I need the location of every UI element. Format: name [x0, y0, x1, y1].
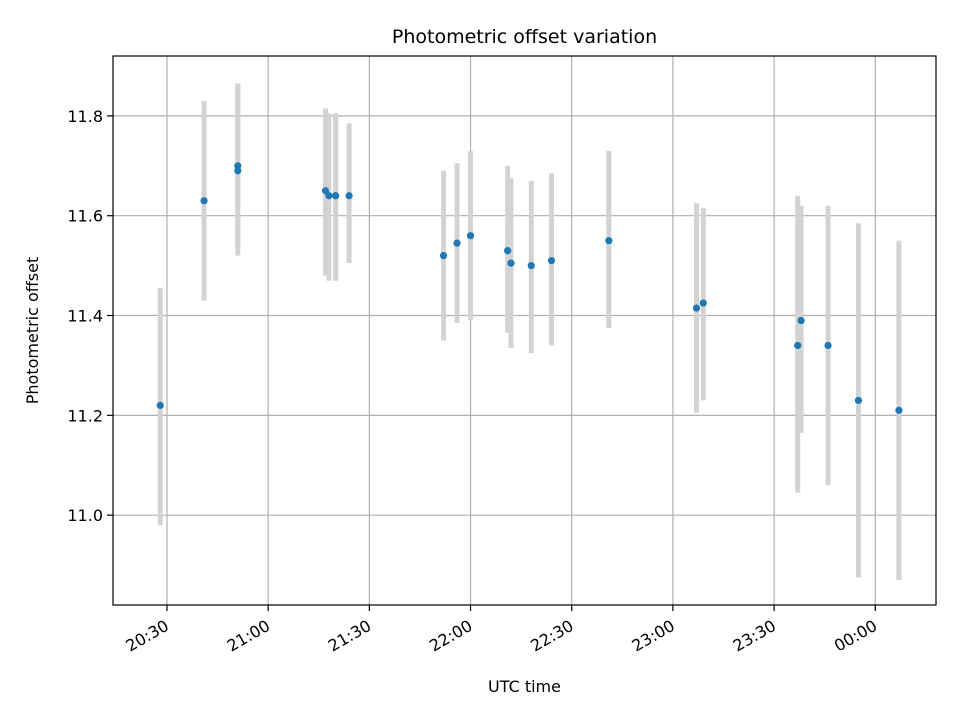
- data-point: [692, 304, 701, 312]
- y-axis-ticks: 11.0 11.2 11.4 11.6 11.8: [67, 107, 113, 525]
- y-tick-label: 11.4: [67, 307, 103, 326]
- data-point: [234, 167, 242, 175]
- data-point: [547, 257, 556, 265]
- data-point: [234, 162, 242, 170]
- y-tick-label: 11.6: [67, 207, 103, 226]
- data-point: [797, 316, 805, 325]
- data-point: [504, 247, 512, 255]
- data-points: [156, 162, 903, 414]
- data-point: [605, 237, 613, 245]
- data-point: [325, 192, 333, 200]
- data-point: [507, 259, 515, 267]
- y-tick-label: 11.0: [67, 506, 103, 525]
- data-point: [345, 192, 353, 200]
- chart-title: Photometric offset variation: [392, 26, 657, 48]
- data-point: [453, 239, 461, 247]
- data-point: [466, 232, 475, 240]
- data-point: [699, 299, 707, 307]
- x-axis-label: UTC time: [488, 677, 561, 696]
- data-point: [156, 401, 164, 409]
- data-point: [439, 252, 448, 260]
- y-axis-label: Photometric offset: [23, 257, 42, 405]
- data-point: [527, 262, 535, 270]
- data-point: [332, 192, 340, 200]
- data-point: [854, 396, 863, 404]
- data-point: [895, 406, 903, 414]
- data-point: [824, 341, 832, 350]
- data-point: [794, 341, 802, 350]
- data-point: [200, 197, 208, 205]
- plot-frame: [112, 55, 937, 606]
- y-tick-label: 11.2: [67, 406, 103, 425]
- y-tick-label: 11.8: [67, 107, 103, 126]
